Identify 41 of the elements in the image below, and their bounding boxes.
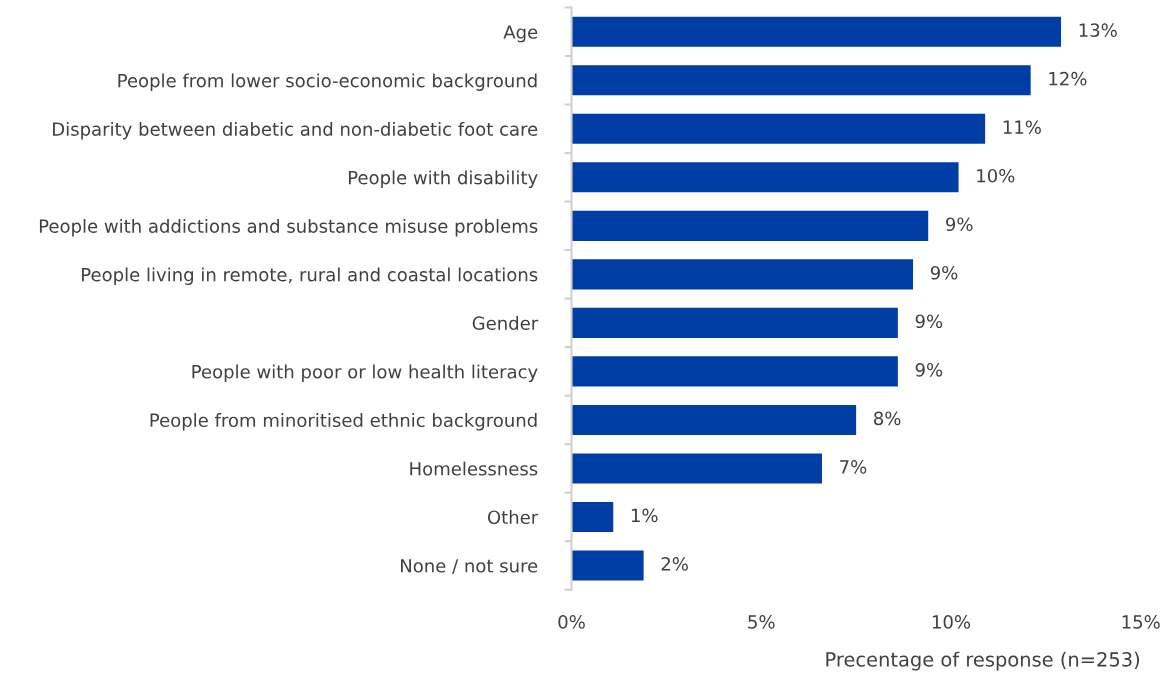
- y-tick-label: Homelessness: [410, 461, 538, 476]
- y-tick-label: People from lower socio-economic background: [118, 73, 537, 91]
- data-label: 7%: [840, 460, 867, 474]
- bar: [571, 453, 822, 484]
- x-tick-label: 0%: [558, 615, 585, 629]
- x-tick-label: 15%: [1122, 615, 1160, 629]
- bar: [571, 259, 914, 290]
- data-label: 9%: [946, 217, 973, 232]
- y-tick-label: Disparity between diabetic and non-diabetic foot care: [53, 121, 538, 140]
- y-tick-label: People from minoritised ethnic background: [150, 413, 537, 431]
- data-label: 8%: [874, 411, 901, 426]
- bar: [571, 65, 1031, 96]
- bar: [571, 550, 644, 581]
- y-tick-label: People living in remote, rural and coastal locations: [82, 267, 538, 285]
- y-tick-label: People with addictions and substance misuse problems: [39, 218, 538, 237]
- data-label: 9%: [915, 314, 943, 329]
- x-axis-title: Precentage of response (n=253): [826, 651, 1140, 671]
- data-label: 1%: [631, 508, 658, 523]
- bar: [571, 356, 898, 387]
- y-tick-label: Other: [487, 510, 539, 525]
- data-label: 2%: [661, 557, 688, 571]
- data-label: 13%: [1079, 23, 1117, 37]
- x-tick-label: 5%: [748, 615, 775, 629]
- y-tick-label: People with poor or low health literacy: [192, 364, 538, 383]
- bar: [571, 162, 959, 193]
- y-tick-label: Gender: [472, 316, 539, 330]
- bar: [571, 16, 1062, 47]
- data-label: 9%: [930, 265, 958, 280]
- data-label: 11%: [1003, 120, 1041, 135]
- bar: [571, 113, 986, 144]
- data-label: 12%: [1049, 71, 1087, 86]
- x-tick-label: 10%: [932, 615, 971, 629]
- bar: [571, 501, 614, 533]
- y-tick-label: Age: [503, 25, 538, 43]
- y-tick-label: People with disability: [348, 170, 538, 188]
- data-label: 9%: [915, 362, 943, 377]
- bar: [571, 210, 929, 241]
- data-label: 10%: [977, 168, 1015, 183]
- bar: [571, 404, 857, 435]
- y-tick-label: None / not sure: [401, 559, 538, 575]
- bar: [571, 307, 898, 338]
